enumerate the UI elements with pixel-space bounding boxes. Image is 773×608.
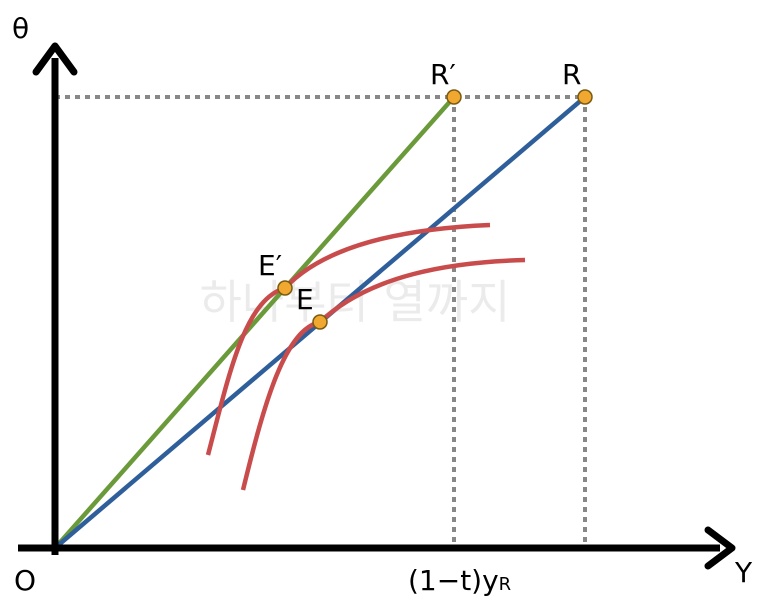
- axes: [18, 42, 736, 570]
- origin-label: O: [14, 564, 36, 597]
- curve-upper: [205, 222, 491, 456]
- x-axis-label: Y: [734, 556, 753, 589]
- x-mark-subscript: R: [499, 574, 512, 595]
- point-label: R: [562, 58, 581, 91]
- green-line: [53, 95, 456, 550]
- x-mark-main: (1−t)y: [408, 564, 499, 597]
- point-label: E′: [258, 249, 282, 282]
- point-label: R′: [430, 58, 456, 91]
- points: [277, 89, 593, 330]
- point-label: E: [296, 283, 314, 316]
- guide-lines: [55, 95, 587, 548]
- x-mark-label: (1−t)yR: [408, 564, 511, 597]
- y-axis-label: θ: [12, 12, 29, 45]
- watermark: 하나부터 열까지: [200, 275, 511, 329]
